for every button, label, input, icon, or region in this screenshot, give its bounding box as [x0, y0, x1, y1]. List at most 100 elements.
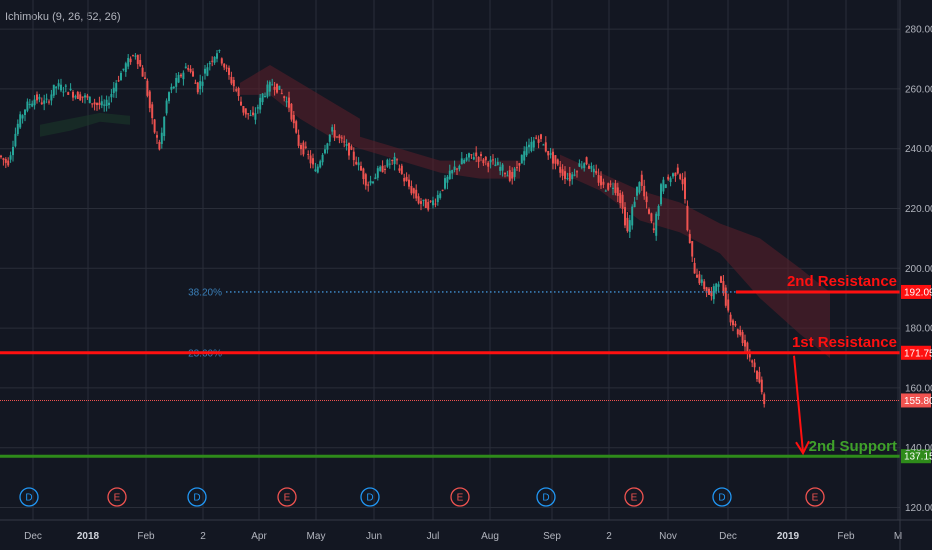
candle-body	[230, 76, 233, 84]
candle-body	[554, 155, 557, 164]
cloud-segment	[360, 136, 520, 179]
candle-body	[285, 101, 288, 103]
dividend-marker[interactable]: D	[360, 487, 380, 507]
candle-body	[540, 134, 542, 139]
y-tick-label: 200.00	[905, 264, 932, 275]
projection-arrow-line[interactable]	[793, 355, 804, 453]
candle-body	[192, 71, 194, 77]
candle-body	[266, 84, 269, 97]
candle-body	[751, 360, 754, 363]
candle-body	[576, 171, 578, 173]
candle-body	[525, 146, 528, 156]
earnings-marker[interactable]: E	[450, 487, 470, 507]
candle-body	[741, 332, 744, 344]
x-tick-label: Dec	[719, 531, 737, 542]
candle-body	[496, 162, 499, 166]
candle-body	[460, 158, 463, 165]
candle-body	[405, 176, 408, 181]
x-tick-label: May	[307, 531, 326, 542]
x-tick-label: 2019	[777, 531, 800, 542]
candle-body	[36, 94, 38, 101]
candle-body	[268, 81, 271, 92]
candle-body	[494, 164, 497, 167]
candle-body	[660, 184, 662, 205]
candle-body	[122, 68, 125, 70]
candle-body	[559, 166, 562, 173]
event-letter: D	[718, 493, 725, 504]
price-tag-second-resistance: 192.09	[904, 287, 932, 298]
candle-body	[374, 177, 377, 180]
y-tick-label: 180.00	[905, 324, 932, 335]
candle-body	[261, 93, 264, 103]
candle-body	[724, 287, 727, 306]
dividend-marker[interactable]: D	[187, 487, 207, 507]
candle-body	[544, 142, 547, 152]
candle-body	[132, 55, 134, 57]
candle-body	[240, 101, 242, 106]
candle-body	[676, 167, 679, 174]
dividend-marker[interactable]: D	[712, 487, 732, 507]
candle-body	[400, 165, 403, 174]
candle-body	[103, 104, 106, 106]
candle-body	[626, 217, 629, 232]
cloud-segment	[560, 154, 830, 358]
candle-body	[753, 362, 756, 368]
candle-body	[228, 67, 230, 75]
candle-body	[232, 79, 235, 87]
candle-body	[153, 119, 156, 133]
candle-body	[88, 96, 91, 103]
price-tag-second-support-bg	[901, 449, 931, 464]
earnings-marker[interactable]: E	[805, 487, 825, 507]
candle-body	[472, 157, 475, 160]
candle-body	[652, 228, 655, 231]
candle-body	[194, 82, 197, 84]
candle-body	[648, 209, 650, 214]
candle-body	[470, 154, 473, 156]
candle-body	[662, 179, 665, 192]
candle-body	[686, 205, 689, 231]
candle-body	[225, 67, 228, 69]
candle-body	[446, 176, 449, 183]
candle-body	[518, 163, 521, 166]
candle-body	[4, 159, 7, 163]
candle-body	[283, 96, 286, 99]
candle-body	[547, 150, 550, 156]
candle-body	[657, 206, 660, 216]
candle-body	[427, 202, 430, 210]
candle-body	[710, 291, 713, 297]
candle-body	[408, 179, 410, 187]
candle-body	[655, 213, 658, 236]
dividend-marker[interactable]: D	[536, 487, 556, 507]
candle-body	[280, 93, 283, 95]
candle-body	[561, 169, 564, 176]
candle-body	[468, 153, 470, 158]
candle-body	[187, 68, 190, 70]
indicator-label[interactable]: Ichimoku (9, 26, 52, 26)	[5, 11, 121, 23]
candle-body	[412, 188, 415, 194]
candle-body	[612, 187, 614, 189]
earnings-marker[interactable]: E	[624, 487, 644, 507]
candle-body	[0, 155, 2, 158]
candle-body	[384, 168, 386, 170]
candle-body	[288, 97, 290, 108]
earnings-marker[interactable]: E	[277, 487, 297, 507]
candle-body	[595, 170, 598, 174]
candle-body	[206, 67, 209, 76]
candle-body	[141, 67, 144, 77]
candle-body	[475, 152, 478, 157]
price-tag-last-bg	[901, 393, 931, 408]
candle-body	[211, 60, 214, 62]
first-resistance-label: 1st Resistance	[792, 334, 897, 351]
dividend-marker[interactable]: D	[19, 487, 39, 507]
candle-body	[700, 279, 703, 283]
earnings-marker[interactable]: E	[107, 487, 127, 507]
candle-body	[115, 83, 118, 92]
candle-body	[242, 106, 245, 113]
candle-body	[624, 207, 626, 226]
candle-body	[410, 186, 413, 194]
candle-body	[235, 89, 238, 91]
candle-body	[391, 159, 394, 161]
